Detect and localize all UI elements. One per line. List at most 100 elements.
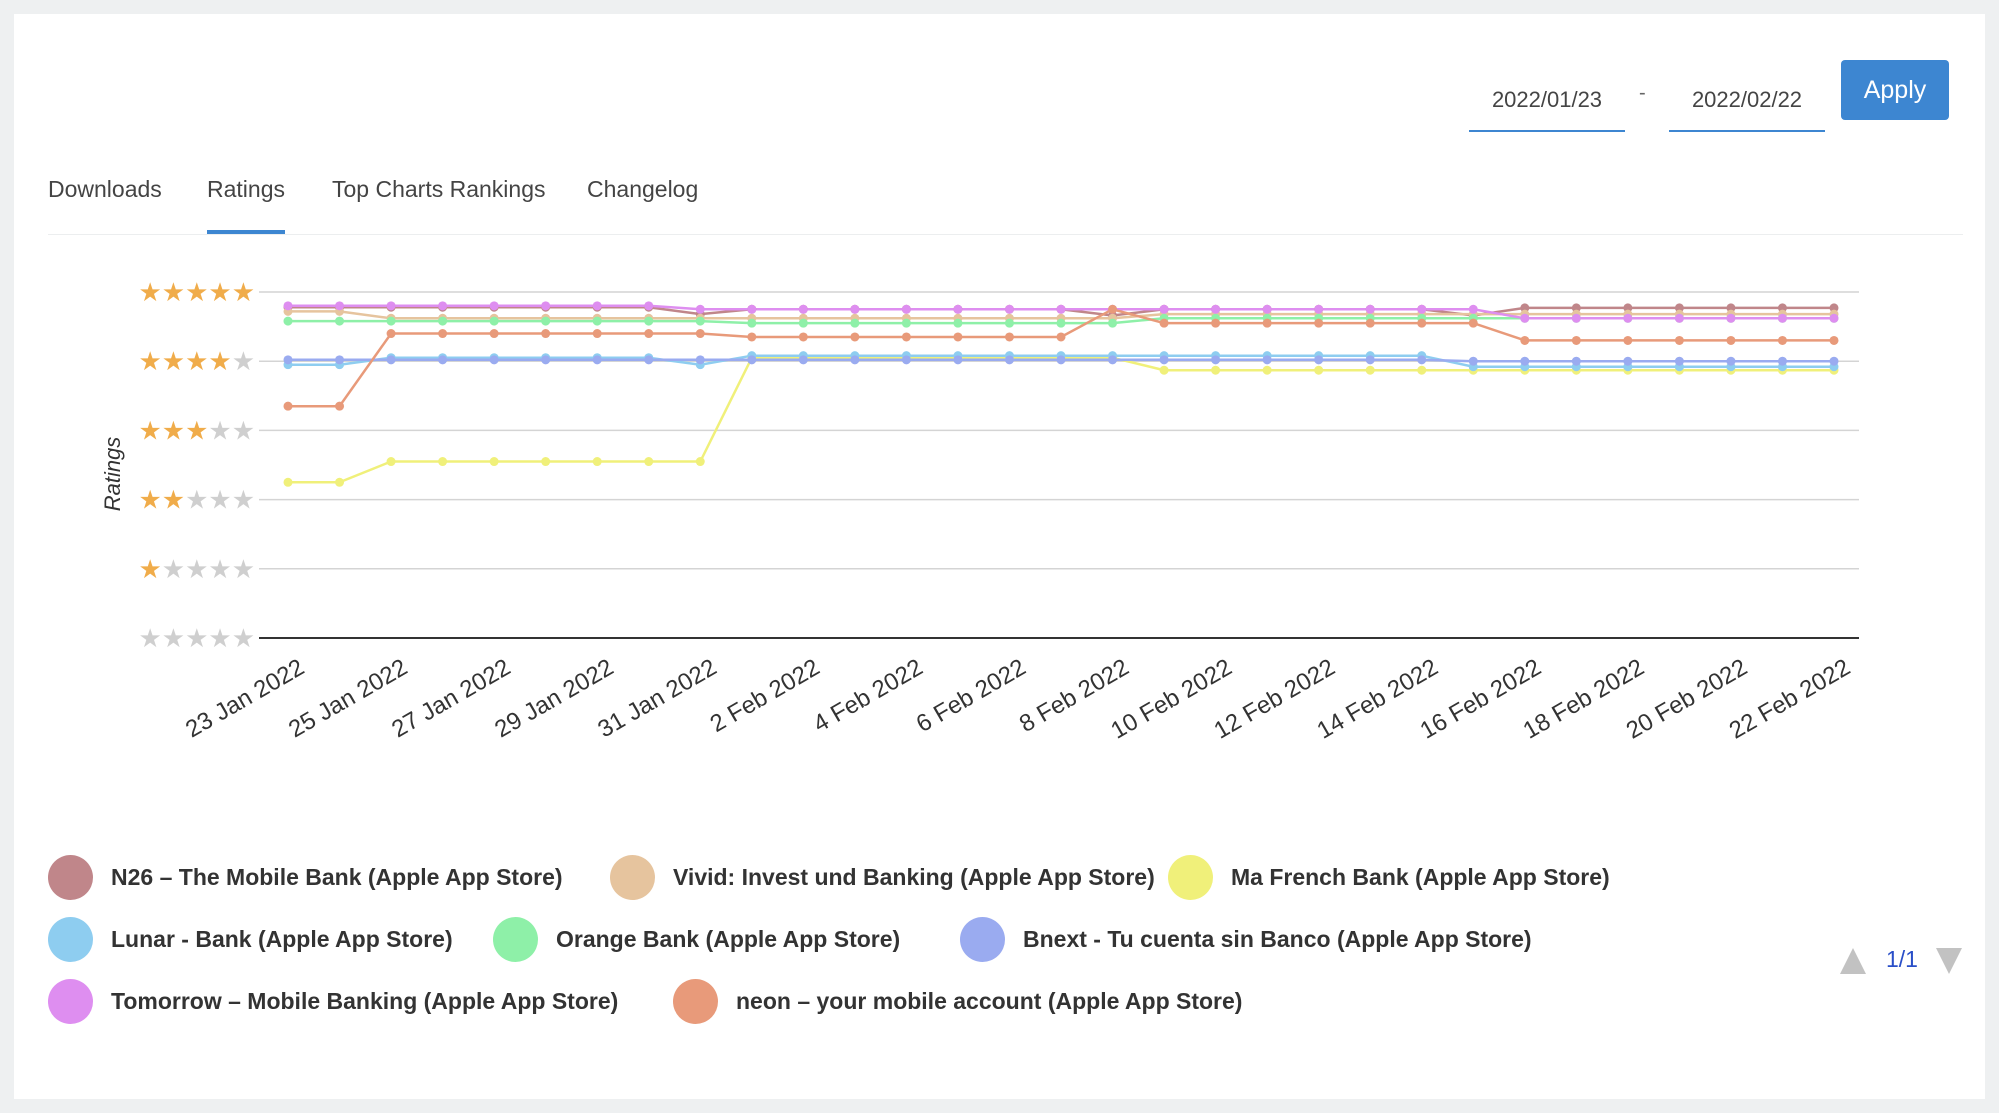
data-point[interactable] [541, 301, 551, 311]
data-point[interactable] [1004, 318, 1014, 328]
data-point[interactable] [901, 318, 911, 328]
data-point[interactable] [1623, 303, 1633, 313]
legend-item[interactable]: Tomorrow – Mobile Banking (Apple App Sto… [48, 978, 618, 1024]
data-point[interactable] [1159, 365, 1169, 375]
data-point[interactable] [901, 332, 911, 342]
data-point[interactable] [1520, 356, 1530, 366]
data-point[interactable] [1262, 355, 1272, 365]
data-point[interactable] [1262, 365, 1272, 375]
data-point[interactable] [1571, 335, 1581, 345]
data-point[interactable] [953, 318, 963, 328]
data-point[interactable] [1365, 318, 1375, 328]
data-point[interactable] [1056, 318, 1066, 328]
data-point[interactable] [1211, 355, 1221, 365]
data-point[interactable] [695, 457, 705, 467]
data-point[interactable] [386, 355, 396, 365]
data-point[interactable] [644, 457, 654, 467]
data-point[interactable] [438, 301, 448, 311]
data-point[interactable] [438, 316, 448, 326]
data-point[interactable] [1417, 365, 1427, 375]
data-point[interactable] [335, 401, 345, 411]
data-point[interactable] [1726, 303, 1736, 313]
data-point[interactable] [1623, 313, 1633, 323]
data-point[interactable] [1520, 313, 1530, 323]
data-point[interactable] [695, 355, 705, 365]
data-point[interactable] [1829, 303, 1839, 313]
data-point[interactable] [283, 301, 293, 311]
data-point[interactable] [850, 355, 860, 365]
data-point[interactable] [850, 332, 860, 342]
data-point[interactable] [1468, 356, 1478, 366]
data-point[interactable] [1777, 356, 1787, 366]
data-point[interactable] [1159, 304, 1169, 314]
data-point[interactable] [438, 457, 448, 467]
data-point[interactable] [1365, 355, 1375, 365]
data-point[interactable] [489, 355, 499, 365]
data-point[interactable] [1004, 355, 1014, 365]
data-point[interactable] [283, 401, 293, 411]
legend-item[interactable]: Lunar - Bank (Apple App Store) [48, 916, 453, 962]
end-date-input[interactable] [1669, 70, 1825, 132]
data-point[interactable] [747, 304, 757, 314]
data-point[interactable] [1623, 356, 1633, 366]
legend-item[interactable]: Ma French Bank (Apple App Store) [1168, 854, 1610, 900]
apply-button[interactable]: Apply [1841, 60, 1949, 120]
data-point[interactable] [747, 355, 757, 365]
data-point[interactable] [489, 457, 499, 467]
data-point[interactable] [1777, 313, 1787, 323]
data-point[interactable] [1056, 355, 1066, 365]
legend-item[interactable]: Bnext - Tu cuenta sin Banco (Apple App S… [960, 916, 1532, 962]
data-point[interactable] [1468, 304, 1478, 314]
data-point[interactable] [850, 318, 860, 328]
data-point[interactable] [747, 318, 757, 328]
data-point[interactable] [798, 355, 808, 365]
tab-ratings[interactable]: Ratings [207, 172, 285, 234]
data-point[interactable] [1314, 304, 1324, 314]
data-point[interactable] [541, 457, 551, 467]
data-point[interactable] [592, 355, 602, 365]
data-point[interactable] [695, 329, 705, 339]
tab-downloads[interactable]: Downloads [48, 176, 162, 202]
data-point[interactable] [1365, 304, 1375, 314]
data-point[interactable] [1520, 303, 1530, 313]
legend-item[interactable]: N26 – The Mobile Bank (Apple App Store) [48, 854, 563, 900]
data-point[interactable] [1211, 365, 1221, 375]
data-point[interactable] [1829, 313, 1839, 323]
data-point[interactable] [1468, 318, 1478, 328]
data-point[interactable] [592, 329, 602, 339]
data-point[interactable] [386, 301, 396, 311]
data-point[interactable] [850, 304, 860, 314]
tab-top-charts-rankings[interactable]: Top Charts Rankings [332, 176, 546, 202]
data-point[interactable] [1262, 318, 1272, 328]
data-point[interactable] [283, 316, 293, 326]
data-point[interactable] [1829, 356, 1839, 366]
data-point[interactable] [1571, 313, 1581, 323]
data-point[interactable] [1314, 318, 1324, 328]
data-point[interactable] [1004, 304, 1014, 314]
data-point[interactable] [1056, 304, 1066, 314]
data-point[interactable] [1417, 304, 1427, 314]
legend-item[interactable]: neon – your mobile account (Apple App St… [673, 978, 1242, 1024]
data-point[interactable] [592, 457, 602, 467]
data-point[interactable] [1674, 303, 1684, 313]
data-point[interactable] [335, 477, 345, 487]
page-down-icon[interactable] [1936, 948, 1962, 974]
page-up-icon[interactable] [1840, 948, 1866, 974]
data-point[interactable] [283, 477, 293, 487]
data-point[interactable] [1108, 304, 1118, 314]
data-point[interactable] [1520, 335, 1530, 345]
data-point[interactable] [438, 355, 448, 365]
legend-item[interactable]: Orange Bank (Apple App Store) [493, 916, 900, 962]
data-point[interactable] [1829, 335, 1839, 345]
data-point[interactable] [1726, 313, 1736, 323]
data-point[interactable] [1159, 318, 1169, 328]
data-point[interactable] [695, 316, 705, 326]
data-point[interactable] [489, 301, 499, 311]
data-point[interactable] [1417, 318, 1427, 328]
data-point[interactable] [1108, 318, 1118, 328]
data-point[interactable] [489, 316, 499, 326]
data-point[interactable] [798, 304, 808, 314]
data-point[interactable] [1726, 356, 1736, 366]
data-point[interactable] [1674, 356, 1684, 366]
data-point[interactable] [335, 355, 345, 365]
